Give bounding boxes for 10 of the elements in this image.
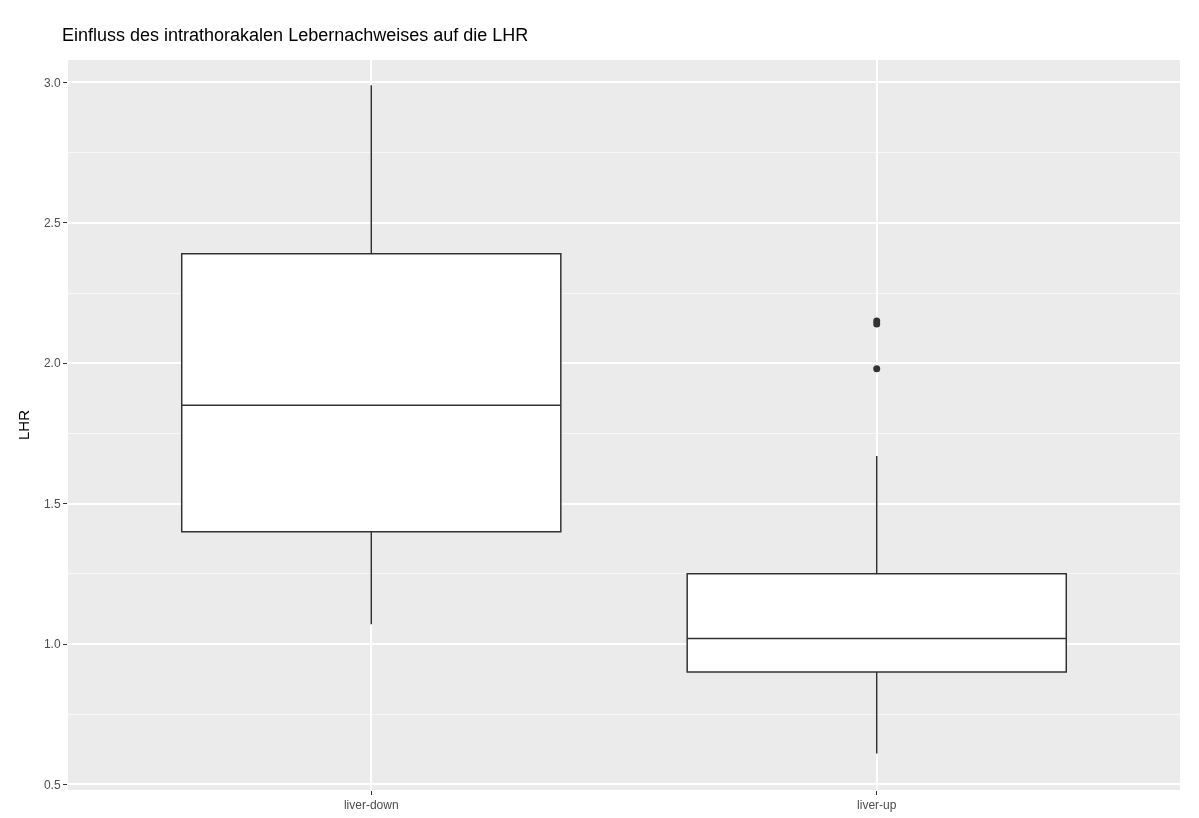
y-tick-label: 2.5 — [43, 216, 61, 231]
y-tick-label: 0.5 — [43, 777, 61, 792]
y-tick-label: 1.5 — [43, 496, 61, 511]
chart-title: Einfluss des intrathorakalen Lebernachweises auf die LHR — [62, 25, 529, 46]
y-tick-label: 1.0 — [43, 637, 61, 652]
y-axis-title: LHR — [15, 409, 33, 441]
y-tick-label: 3.0 — [43, 75, 61, 90]
x-tick-label: liver-up — [857, 798, 897, 813]
x-tick-label: liver-down — [343, 798, 399, 813]
y-tick-label: 2.0 — [43, 356, 61, 371]
